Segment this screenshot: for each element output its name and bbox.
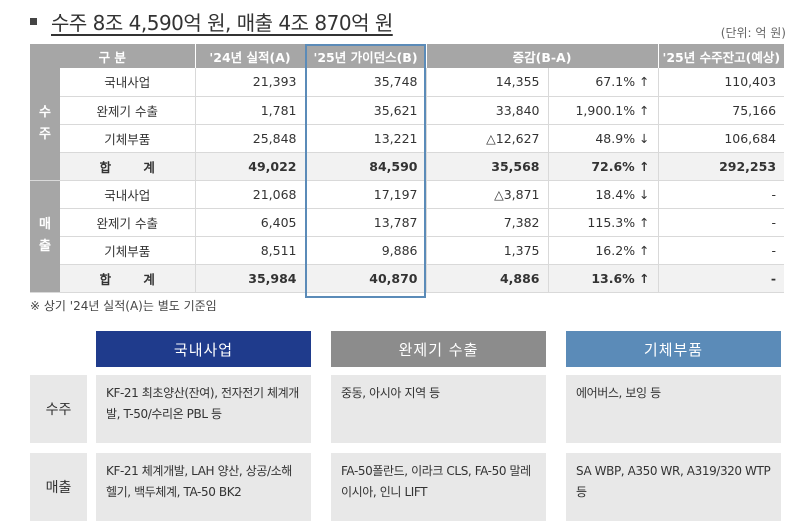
header-change: 증감(B-A) xyxy=(426,44,659,68)
title-row: 수주 8조 4,590억 원, 매출 4조 870억 원 xyxy=(30,6,393,36)
cell-rate: 1,900.1% ↑ xyxy=(548,96,659,125)
cell-diff: 4,886 xyxy=(426,264,549,293)
orders-side-label: 수 주 xyxy=(30,68,60,181)
table-row: 완제기 수출 6,405 13,787 7,382 115.3% ↑ - xyxy=(30,208,785,237)
cell-diff: △3,871 xyxy=(426,180,549,209)
category-domestic: 국내사업 xyxy=(96,331,311,367)
table-row: 기체부품 8,511 9,886 1,375 16.2% ↑ - xyxy=(30,236,785,265)
sales-export-detail: FA-50폴란드, 이라크 CLS, FA-50 말레이시아, 인니 LIFT xyxy=(331,453,546,521)
cell-backlog: 75,166 xyxy=(658,96,785,125)
orders-total-row: 합 계 49,022 84,590 35,568 72.6% ↑ 292,253 xyxy=(30,152,785,181)
square-bullet-icon xyxy=(30,17,37,25)
orders-parts-detail: 에어버스, 보잉 등 xyxy=(566,375,781,443)
cell-rate: 13.6% ↑ xyxy=(548,264,659,293)
cell-backlog: - xyxy=(658,180,785,209)
sales-parts-detail: SA WBP, A350 WR, A319/320 WTP 등 xyxy=(566,453,781,521)
row-item: 합 계 xyxy=(60,152,196,181)
cell-a: 21,393 xyxy=(195,68,306,97)
cell-rate: 67.1% ↑ xyxy=(548,68,659,97)
orders-row-label: 수주 xyxy=(30,375,87,443)
cell-b: 9,886 xyxy=(305,236,427,265)
row-item: 기체부품 xyxy=(60,124,196,153)
cell-backlog: - xyxy=(658,236,785,265)
orders-sales-table: 구 분 '24년 실적(A) '25년 가이던스(B) 증감(B-A) '25년… xyxy=(30,44,785,293)
orders-export-detail: 중동, 아시아 지역 등 xyxy=(331,375,546,443)
sales-domestic-detail: KF-21 체계개발, LAH 양산, 상공/소해헬기, 백두체계, TA-50… xyxy=(96,453,311,521)
cell-b: 35,621 xyxy=(305,96,427,125)
cell-backlog: - xyxy=(658,264,785,293)
cell-diff: 7,382 xyxy=(426,208,549,237)
header-backlog: '25년 수주잔고(예상) xyxy=(658,44,785,68)
cell-backlog: 110,403 xyxy=(658,68,785,97)
sales-total-row: 합 계 35,984 40,870 4,886 13.6% ↑ - xyxy=(30,264,785,293)
table-header-row: 구 분 '24년 실적(A) '25년 가이던스(B) 증감(B-A) '25년… xyxy=(30,44,785,68)
orders-domestic-detail: KF-21 최초양산(잔여), 전자전기 체계개발, T-50/수리온 PBL … xyxy=(96,375,311,443)
header-2024-actual: '24년 실적(A) xyxy=(195,44,306,68)
row-item: 완제기 수출 xyxy=(60,208,196,237)
cell-b: 13,221 xyxy=(305,124,427,153)
cell-backlog: - xyxy=(658,208,785,237)
table-row: 매 출 국내사업 21,068 17,197 △3,871 18.4% ↓ - xyxy=(30,180,785,293)
cell-b: 17,197 xyxy=(305,180,427,209)
unit-label: (단위: 억 원) xyxy=(720,26,786,40)
table-row: 수 주 국내사업 21,393 35,748 14,355 67.1% ↑ 11… xyxy=(30,68,785,181)
row-item: 완제기 수출 xyxy=(60,96,196,125)
cell-diff: 1,375 xyxy=(426,236,549,265)
cell-a: 21,068 xyxy=(195,180,306,209)
page-title: 수주 8조 4,590억 원, 매출 4조 870억 원 xyxy=(51,10,393,35)
cell-a: 8,511 xyxy=(195,236,306,265)
cell-a: 35,984 xyxy=(195,264,306,293)
cell-rate: 115.3% ↑ xyxy=(548,208,659,237)
cell-diff: △12,627 xyxy=(426,124,549,153)
cell-a: 1,781 xyxy=(195,96,306,125)
category-export: 완제기 수출 xyxy=(331,331,546,367)
cell-a: 6,405 xyxy=(195,208,306,237)
cell-rate: 18.4% ↓ xyxy=(548,180,659,209)
cell-rate: 72.6% ↑ xyxy=(548,152,659,181)
cell-diff: 33,840 xyxy=(426,96,549,125)
cell-a: 49,022 xyxy=(195,152,306,181)
cell-b: 84,590 xyxy=(305,152,427,181)
sales-side-label: 매 출 xyxy=(30,180,60,293)
cell-a: 25,848 xyxy=(195,124,306,153)
cell-diff: 14,355 xyxy=(426,68,549,97)
cell-b: 40,870 xyxy=(305,264,427,293)
sales-row-label: 매출 xyxy=(30,453,87,521)
row-item: 합 계 xyxy=(60,264,196,293)
cell-backlog: 106,684 xyxy=(658,124,785,153)
cell-diff: 35,568 xyxy=(426,152,549,181)
footnote: ※ 상기 '24년 실적(A)는 별도 기준임 xyxy=(30,299,217,313)
cell-rate: 16.2% ↑ xyxy=(548,236,659,265)
row-item: 기체부품 xyxy=(60,236,196,265)
header-category: 구 분 xyxy=(30,44,196,68)
cell-b: 13,787 xyxy=(305,208,427,237)
table-row: 기체부품 25,848 13,221 △12,627 48.9% ↓ 106,6… xyxy=(30,124,785,153)
cell-backlog: 292,253 xyxy=(658,152,785,181)
row-item: 국내사업 xyxy=(60,180,196,209)
category-parts: 기체부품 xyxy=(566,331,781,367)
header-2025-guidance: '25년 가이던스(B) xyxy=(305,44,427,68)
row-item: 국내사업 xyxy=(60,68,196,97)
cell-b: 35,748 xyxy=(305,68,427,97)
table-row: 완제기 수출 1,781 35,621 33,840 1,900.1% ↑ 75… xyxy=(30,96,785,125)
cell-rate: 48.9% ↓ xyxy=(548,124,659,153)
